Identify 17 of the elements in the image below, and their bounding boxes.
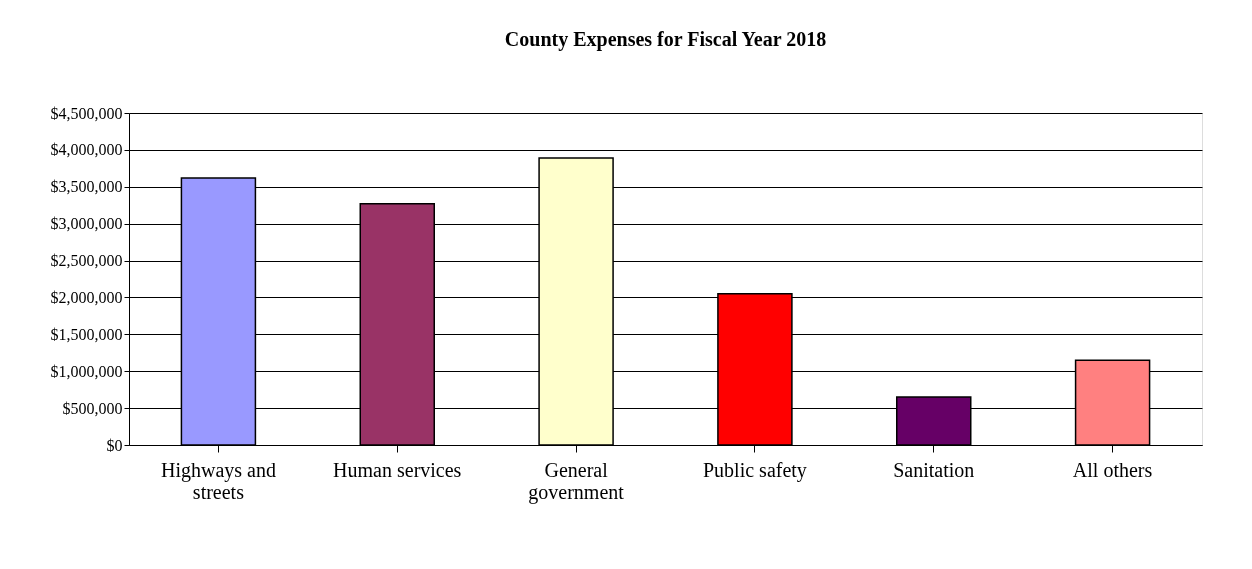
y-tick-label: $2,500,000 (50, 252, 123, 270)
x-tick-label: Highways and streets (160, 458, 276, 503)
x-tick-label: All others (1072, 458, 1153, 481)
chart-title: County Expenses for Fiscal Year 2018 (504, 28, 827, 51)
y-tick-label: $1,000,000 (50, 362, 123, 380)
x-tick-label: Sanitation (893, 458, 975, 481)
y-tick-label: $1,500,000 (50, 325, 123, 343)
x-tick-label: Human services (333, 458, 462, 481)
y-tick-label: $0 (106, 436, 123, 454)
x-tick-label: Public safety (702, 458, 807, 482)
y-tick-label: $3,500,000 (50, 178, 123, 196)
y-tick-label: $4,000,000 (50, 141, 123, 159)
y-tick-label: $3,000,000 (50, 215, 123, 233)
y-tick-label: $2,000,000 (50, 288, 123, 306)
y-tick-label: $500,000 (62, 399, 123, 417)
x-tick-label: General government (528, 458, 625, 504)
y-tick-label: $4,500,000 (50, 104, 123, 122)
